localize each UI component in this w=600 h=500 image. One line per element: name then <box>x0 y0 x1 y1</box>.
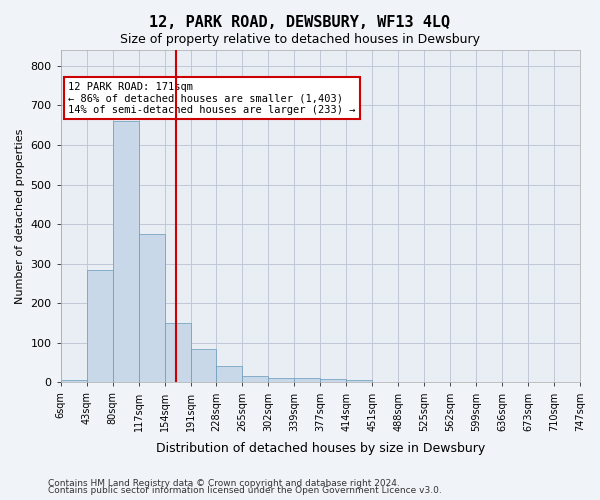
Bar <box>113 121 139 382</box>
Bar <box>320 379 346 382</box>
Bar <box>295 378 320 382</box>
Bar <box>217 366 242 382</box>
Bar <box>61 380 86 382</box>
Y-axis label: Number of detached properties: Number of detached properties <box>15 128 25 304</box>
Text: Contains public sector information licensed under the Open Government Licence v3: Contains public sector information licen… <box>48 486 442 495</box>
Bar <box>242 376 268 382</box>
Text: 12 PARK ROAD: 171sqm
← 86% of detached houses are smaller (1,403)
14% of semi-de: 12 PARK ROAD: 171sqm ← 86% of detached h… <box>68 82 356 115</box>
Bar <box>139 234 164 382</box>
X-axis label: Distribution of detached houses by size in Dewsbury: Distribution of detached houses by size … <box>156 442 485 455</box>
Text: 12, PARK ROAD, DEWSBURY, WF13 4LQ: 12, PARK ROAD, DEWSBURY, WF13 4LQ <box>149 15 451 30</box>
Text: Size of property relative to detached houses in Dewsbury: Size of property relative to detached ho… <box>120 32 480 46</box>
Bar <box>346 380 372 382</box>
Bar <box>191 348 217 382</box>
Bar <box>268 378 295 382</box>
Bar <box>164 323 191 382</box>
Bar <box>86 270 113 382</box>
Text: Contains HM Land Registry data © Crown copyright and database right 2024.: Contains HM Land Registry data © Crown c… <box>48 478 400 488</box>
